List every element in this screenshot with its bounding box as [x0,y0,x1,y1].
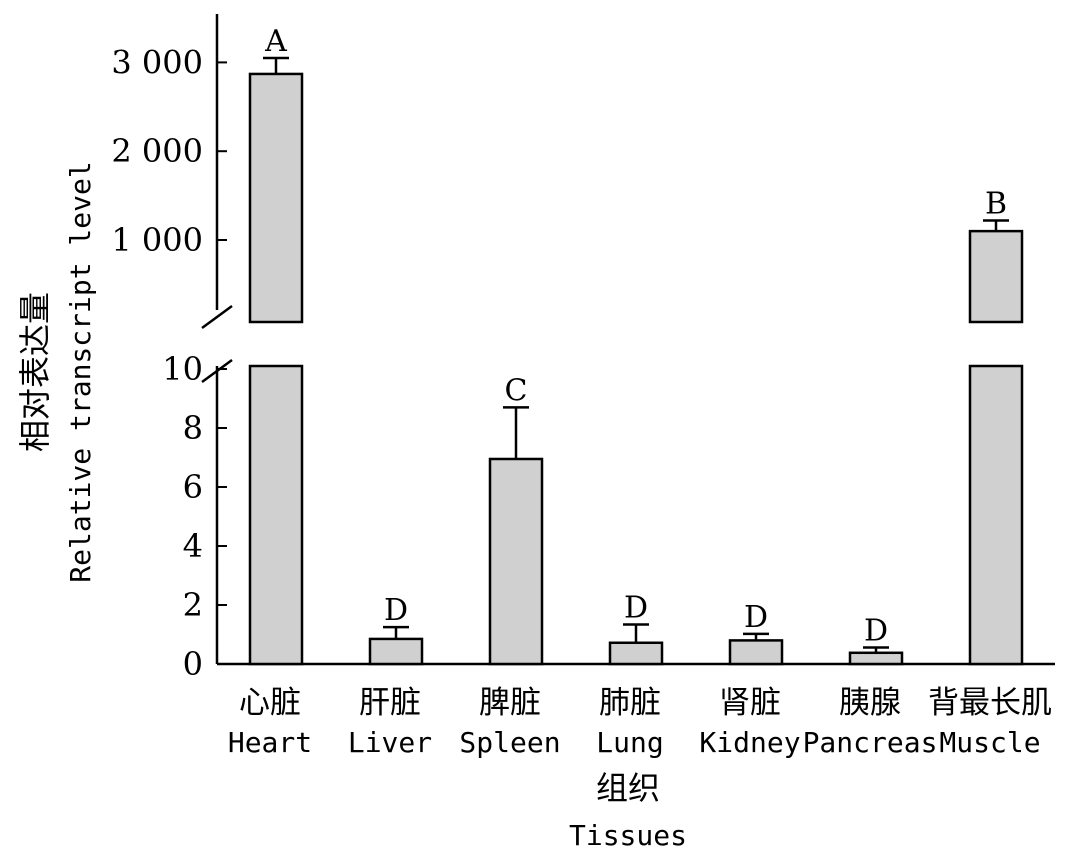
significance-letter: D [864,613,888,648]
category-label-cn: 脾脏 [479,685,541,721]
bar [368,637,424,666]
category-label-cn: 心脏 [239,685,301,721]
bar-lower-segment [248,364,304,666]
axis-break-mark-top [201,304,233,330]
upper-y-ticks: 1 000 2 000 3 000 [111,43,227,259]
significance-letter: D [624,590,648,625]
significance-letter: B [985,186,1007,221]
bar [488,457,544,666]
x-category-labels: 心脏 Heart 肝脏 Liver 脾脏 Spleen 肺脏 Lung 肾脏 Kidney 胰腺 Pa… [228,685,1052,759]
bar-group: B [968,186,1024,666]
significance-letter: D [744,600,768,635]
upper-y-tick-label: 1 000 [111,221,203,259]
category-label-cn: 胰腺 [839,685,901,721]
x-axis-title-en: Tissues [569,819,687,852]
lower-y-ticks: 0 2 4 6 8 10 [162,350,227,683]
y-axis-title-cn: 相对表达量 [16,292,54,452]
lower-y-tick-label: 2 [183,586,203,624]
bar-group: D [608,590,664,666]
bar-group: A [248,24,304,666]
bars: A D C D D D B [248,24,1024,666]
lower-y-tick-label: 0 [183,645,203,683]
category-label-en: Liver [348,726,432,759]
bar-upper-segment [968,229,1024,324]
bar-group: C [488,373,544,666]
significance-letter: C [505,373,528,408]
category-label-en: Spleen [459,726,560,759]
upper-y-axis: 1 000 2 000 3 000 [111,14,227,310]
category-label-en: Kidney [699,726,800,759]
upper-y-tick-label: 2 000 [111,132,203,170]
lower-y-tick-label: 6 [183,468,203,506]
x-axis-title-cn: 组织 [596,769,660,807]
y-axis-title: 相对表达量 Relative transcript level [16,161,97,582]
bar-lower-segment [968,364,1024,666]
category-label-en: Lung [596,726,663,759]
y-axis-title-en: Relative transcript level [64,161,97,582]
category-label-cn: 背最长肌 [928,685,1052,721]
category-label-cn: 肾脏 [719,685,781,721]
category-label-cn: 肺脏 [599,685,661,721]
x-axis-title: 组织 Tissues [569,769,687,852]
bar [728,639,784,666]
upper-y-tick-label: 3 000 [111,43,203,81]
bar-group: D [848,613,904,666]
lower-y-tick-label: 8 [183,409,203,447]
category-label-en: Muscle [939,726,1040,759]
significance-letter: D [384,593,408,628]
category-label-en: Heart [228,726,312,759]
bar-group: D [728,600,784,666]
bar [608,641,664,666]
lower-y-tick-label: 10 [162,350,203,388]
bar-group: D [368,593,424,666]
category-label-cn: 肝脏 [359,685,421,721]
lower-y-tick-label: 4 [183,527,203,565]
lower-y-axis: 0 2 4 6 8 10 [162,350,227,683]
significance-letter: A [264,24,287,59]
bar-upper-segment [248,72,304,324]
category-label-en: Pancreas [803,726,938,759]
bar [848,651,904,666]
